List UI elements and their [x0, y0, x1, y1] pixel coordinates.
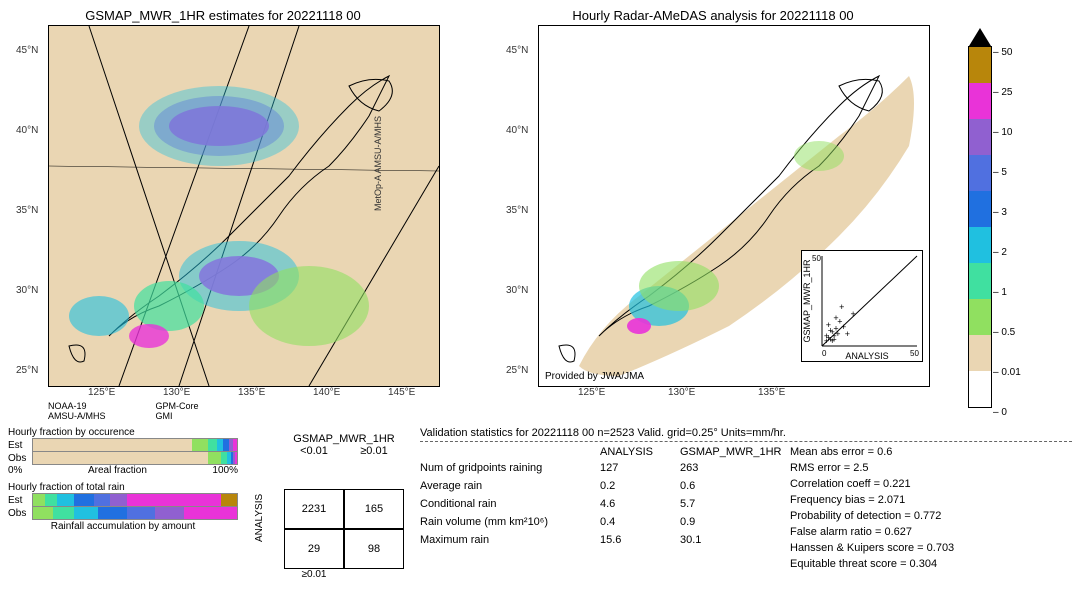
svg-text:0: 0: [822, 349, 827, 358]
xtick: 140°E: [313, 387, 340, 398]
cont-c11: 98: [344, 529, 404, 569]
cont-c10: 29: [284, 529, 344, 569]
svg-text:+: +: [833, 313, 838, 323]
cont-c01: 165: [344, 489, 404, 529]
scatter-xlabel: ANALYSIS: [845, 351, 888, 361]
stats-ch1: GSMAP_MWR_1HR: [680, 446, 750, 458]
ytick: 35°N: [506, 205, 528, 216]
sat-bottom-labels: NOAA-19 AMSU-A/MHS GPM-Core GMI: [48, 401, 438, 421]
stats-area: Validation statistics for 20221118 00 n=…: [420, 427, 1072, 580]
provided-by: Provided by JWA/JMA: [545, 371, 644, 382]
top-row: GSMAP_MWR_1HR estimates for 20221118 00: [8, 8, 1072, 421]
left-map-panel: GSMAP_MWR_1HR estimates for 20221118 00: [8, 8, 438, 421]
svg-text:50: 50: [812, 254, 821, 263]
hbar1-xr: 100%: [212, 465, 238, 476]
svg-text:+: +: [826, 320, 831, 330]
cont-row-title: ANALYSIS: [254, 467, 284, 569]
hbar1-xl: 0%: [8, 465, 22, 476]
sat-bl: NOAA-19 AMSU-A/MHS: [48, 401, 106, 421]
hbar2-footer: Rainfall accumulation by amount: [8, 521, 238, 532]
scatter-ylabel: GSMAP_MWR_1HR: [802, 259, 812, 343]
svg-text:+: +: [851, 309, 856, 319]
xtick: 135°E: [758, 387, 785, 398]
xtick: 125°E: [88, 387, 115, 398]
cont-c00: 2231: [284, 489, 344, 529]
colorbar-arrow: [969, 28, 991, 46]
svg-text:+: +: [845, 329, 850, 339]
stats-ch0: ANALYSIS: [600, 446, 670, 458]
hbar2-title: Hourly fraction of total rain: [8, 482, 238, 493]
ytick: 45°N: [16, 45, 38, 56]
colorbar: – 50– 25– 10– 5– 3– 2– 1– 0.5– 0.01– 0: [968, 28, 992, 421]
ytick: 40°N: [16, 125, 38, 136]
stats-metrics: Mean abs error = 0.6RMS error = 2.5Corre…: [790, 446, 954, 570]
xtick: 135°E: [238, 387, 265, 398]
stats-rows: Num of gridpoints raining127263Average r…: [420, 462, 750, 546]
ytick: 45°N: [506, 45, 528, 56]
stats-grid: ANALYSIS GSMAP_MWR_1HR: [420, 446, 750, 458]
left-map-title: GSMAP_MWR_1HR estimates for 20221118 00: [8, 8, 438, 23]
cont-col1: ≥0.01: [344, 445, 404, 467]
xtick: 125°E: [578, 387, 605, 398]
stats-table: ANALYSIS GSMAP_MWR_1HR Num of gridpoints…: [420, 446, 1072, 570]
hbar1-title: Hourly fraction by occurence: [8, 427, 238, 438]
svg-text:+: +: [824, 331, 829, 341]
ytick: 30°N: [16, 285, 38, 296]
svg-text:50: 50: [910, 349, 919, 358]
svg-text:+: +: [832, 334, 837, 344]
right-map-title: Hourly Radar-AMeDAS analysis for 2022111…: [498, 8, 928, 23]
hbar1-xm: Areal fraction: [88, 465, 147, 476]
right-map-frame: ++++++++++++++++++ ANALYSIS GSMAP_MWR_1H…: [538, 25, 930, 387]
ytick: 40°N: [506, 125, 528, 136]
xtick: 130°E: [163, 387, 190, 398]
left-map-frame: MetOp-A AMSU-A/MHS: [48, 25, 440, 387]
ytick: 25°N: [16, 365, 38, 376]
svg-text:+: +: [839, 302, 844, 312]
cont-col-title: GSMAP_MWR_1HR: [284, 433, 404, 445]
ytick: 25°N: [506, 365, 528, 376]
right-map-panel: Hourly Radar-AMeDAS analysis for 2022111…: [498, 8, 928, 421]
xtick: 145°E: [388, 387, 415, 398]
scatter-svg: ++++++++++++++++++ ANALYSIS GSMAP_MWR_1H…: [802, 251, 922, 361]
sat-bm: GPM-Core GMI: [156, 401, 199, 421]
scatter-inset: ++++++++++++++++++ ANALYSIS GSMAP_MWR_1H…: [801, 250, 923, 362]
xtick: 130°E: [668, 387, 695, 398]
ytick: 30°N: [506, 285, 528, 296]
ytick: 35°N: [16, 205, 38, 216]
hbar2: EstObs: [8, 494, 238, 519]
cont-col0: <0.01: [284, 445, 344, 467]
contingency: GSMAP_MWR_1HR <0.01 ≥0.01 ANALYSIS 2231 …: [254, 433, 404, 580]
cont-grid: <0.01 ≥0.01 ANALYSIS 2231 165 29 98: [254, 445, 404, 569]
hbar1: EstObs: [8, 439, 238, 464]
bottom-area: Hourly fraction by occurence EstObs 0% A…: [8, 427, 1072, 580]
cont-r0: ≥0.01: [284, 569, 344, 580]
sat-right-label: MetOp-A AMSU-A/MHS: [373, 116, 383, 211]
colorbar-track: – 50– 25– 10– 5– 3– 2– 1– 0.5– 0.01– 0: [968, 46, 992, 408]
stats-header: Validation statistics for 20221118 00 n=…: [420, 427, 1072, 442]
bars-area: Hourly fraction by occurence EstObs 0% A…: [8, 427, 238, 580]
